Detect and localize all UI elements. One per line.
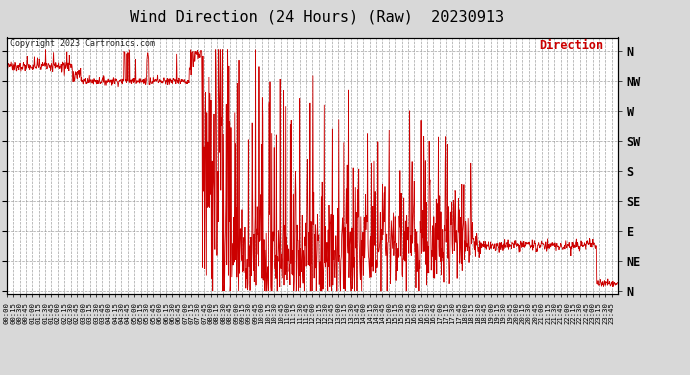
Text: Copyright 2023 Cartronics.com: Copyright 2023 Cartronics.com (10, 39, 155, 48)
Text: Wind Direction (24 Hours) (Raw)  20230913: Wind Direction (24 Hours) (Raw) 20230913 (130, 9, 504, 24)
Text: Direction: Direction (540, 39, 604, 53)
